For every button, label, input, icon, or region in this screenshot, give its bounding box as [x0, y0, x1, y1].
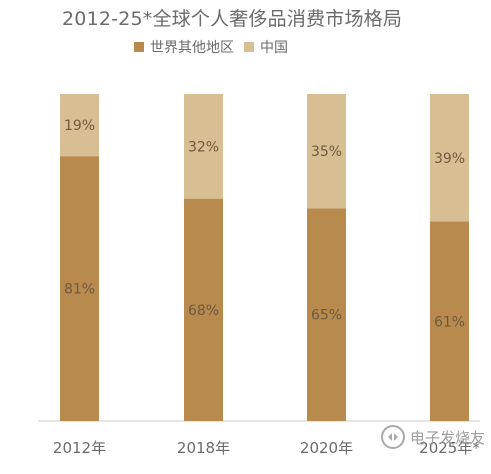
- x-tick-label-3: 2025年*: [419, 439, 480, 457]
- bar-segment-china-1: [184, 94, 223, 199]
- x-tick-label-2: 2020年: [300, 439, 353, 457]
- data-label-rest-of-world-3: 61%: [434, 314, 465, 330]
- data-label-china-0: 19%: [64, 118, 95, 134]
- legend: 世界其他地区 中国: [134, 37, 288, 57]
- data-label-china-2: 35%: [311, 144, 342, 160]
- watermark: 电子发烧友: [380, 424, 485, 450]
- data-label-rest-of-world-2: 65%: [311, 308, 342, 324]
- bar-segment-rest-of-world-3: [430, 221, 469, 421]
- legend-item-rest-of-world: 世界其他地区: [134, 37, 234, 57]
- bar-segment-china-3: [430, 94, 469, 222]
- bar-segment-china-2: [307, 94, 346, 209]
- data-label-china-3: 39%: [434, 151, 465, 167]
- watermark-text: 电子发烧友: [410, 428, 486, 447]
- data-label-rest-of-world-1: 68%: [188, 303, 219, 319]
- x-tick-label-0: 2012年: [53, 439, 106, 457]
- data-label-china-1: 32%: [188, 139, 219, 155]
- bar-segment-rest-of-world-2: [307, 208, 346, 421]
- bar-segment-china-0: [60, 94, 99, 157]
- legend-swatch-rest-of-world: [134, 42, 144, 52]
- data-label-rest-of-world-0: 81%: [64, 282, 95, 298]
- chart-title: 2012-25*全球个人奢侈品消费市场格局: [62, 8, 403, 30]
- bar-segment-rest-of-world-1: [184, 198, 223, 421]
- legend-item-china: 中国: [244, 37, 288, 57]
- bar-segment-rest-of-world-0: [60, 156, 99, 421]
- watermark-logo-icon: [381, 425, 405, 449]
- legend-label-china: 中国: [260, 40, 288, 56]
- legend-swatch-china: [244, 42, 254, 52]
- legend-label-rest-of-world: 世界其他地区: [150, 40, 234, 56]
- x-tick-label-1: 2018年: [177, 439, 230, 457]
